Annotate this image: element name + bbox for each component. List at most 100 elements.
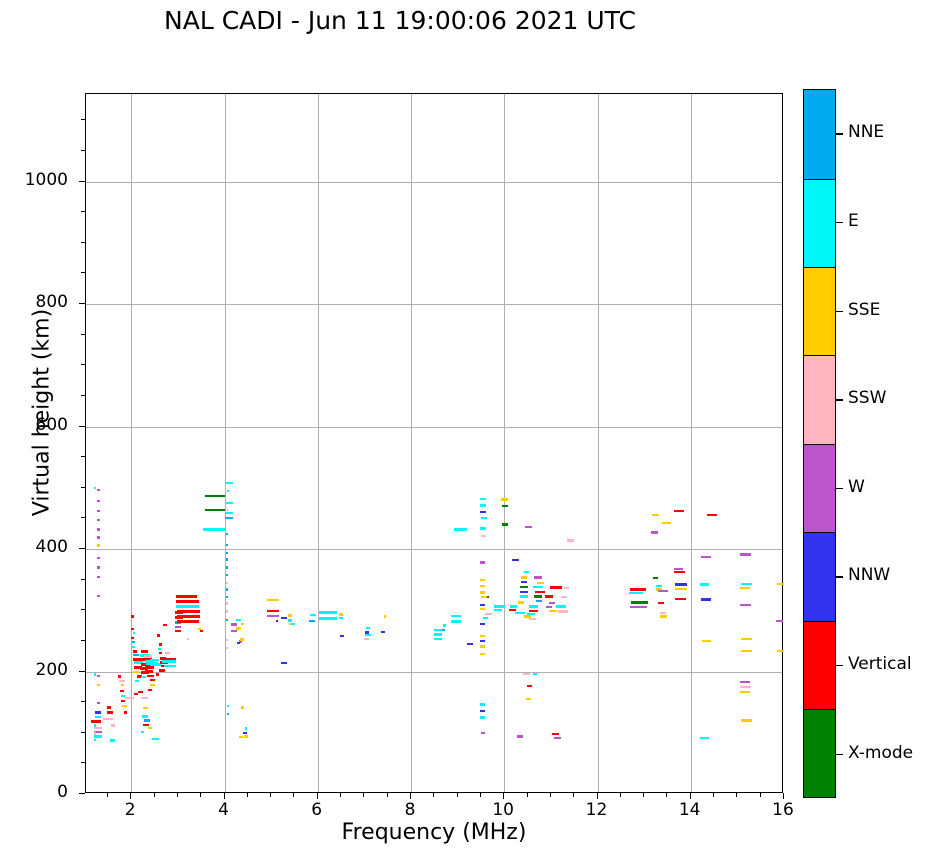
echo-point <box>236 618 241 622</box>
echo-point <box>673 509 684 513</box>
echo-point <box>534 590 545 594</box>
echo-point <box>243 735 249 738</box>
echo-point <box>535 599 542 603</box>
echo-point <box>226 551 229 554</box>
x-tick-label: 8 <box>404 800 416 820</box>
echo-point <box>453 528 467 531</box>
gridline-vertical <box>504 94 506 792</box>
gridline-horizontal <box>86 671 782 673</box>
echo-point <box>675 583 688 586</box>
echo-point <box>267 614 279 618</box>
echo-point <box>227 489 230 492</box>
colorbar-tick <box>836 487 843 490</box>
echo-point <box>509 609 516 612</box>
echo-point <box>510 605 517 608</box>
echo-point <box>117 675 121 678</box>
echo-point <box>558 610 568 613</box>
echo-point <box>124 711 128 714</box>
y-tick-major <box>79 793 85 794</box>
echo-point <box>739 586 750 589</box>
echo-point <box>629 588 646 591</box>
echo-point <box>147 726 153 729</box>
x-tick-major <box>316 793 318 799</box>
echo-point <box>524 525 533 529</box>
echo-point <box>480 607 486 611</box>
echo-point <box>130 636 134 639</box>
echo-point <box>548 601 555 605</box>
x-tick-minor <box>176 793 178 797</box>
echo-point <box>140 675 147 679</box>
echo-point <box>520 575 528 579</box>
echo-point <box>281 661 287 665</box>
echo-point <box>515 611 525 614</box>
echo-point <box>479 510 486 513</box>
echo-point <box>524 615 531 618</box>
echo-point <box>149 678 156 682</box>
echo-point <box>97 556 100 559</box>
echo-point <box>528 609 538 613</box>
echo-point <box>97 674 100 677</box>
echo-point <box>267 598 279 602</box>
echo-point <box>777 582 784 586</box>
x-tick-minor <box>433 793 435 797</box>
colorbar-segment-nnw <box>804 532 835 621</box>
grid-lines <box>86 94 782 792</box>
echo-point <box>700 583 710 586</box>
echo-point <box>119 679 125 682</box>
echo-point <box>707 513 718 516</box>
colorbar-segment-e <box>804 178 835 268</box>
y-tick-minor <box>81 333 85 335</box>
echo-point <box>656 584 662 587</box>
echo-point <box>205 494 225 497</box>
echo-point <box>659 612 666 615</box>
echo-point <box>175 605 199 609</box>
colorbar-tick <box>836 133 843 135</box>
echo-point <box>450 620 461 623</box>
echo-point <box>143 655 153 659</box>
y-tick-label: 0 <box>57 782 68 802</box>
echo-point <box>238 640 242 643</box>
colorbar-tick <box>836 753 843 756</box>
echo-point <box>777 649 784 652</box>
x-tick-major <box>410 793 411 799</box>
echo-point <box>150 658 159 662</box>
echo-point <box>700 597 711 601</box>
echo-point <box>156 634 160 637</box>
echo-point <box>164 664 177 668</box>
echo-point <box>287 613 292 617</box>
plot-title: NAL CADI - Jun 11 19:00:06 2021 UTC <box>164 6 636 35</box>
colorbar-label-vertical: Vertical <box>848 654 912 675</box>
echo-point <box>93 726 102 730</box>
echo-point <box>140 650 149 653</box>
y-tick-major <box>79 303 85 305</box>
echo-point <box>701 639 712 643</box>
echo-point <box>132 641 135 644</box>
echo-point <box>226 532 229 535</box>
echo-point <box>226 543 229 546</box>
x-axis-title: Frequency (MHz) <box>341 820 527 845</box>
x-tick-minor <box>526 793 528 797</box>
echo-point <box>132 645 135 649</box>
echo-point <box>502 505 508 508</box>
gridline-horizontal <box>86 549 782 550</box>
colorbar-tick <box>836 576 843 578</box>
y-tick-major <box>79 180 85 182</box>
colorbar-tick <box>836 665 843 667</box>
echo-point <box>281 616 287 619</box>
echo-point <box>226 595 229 598</box>
echo-point <box>556 605 567 609</box>
echo-point <box>150 683 155 687</box>
echo-point <box>97 575 100 578</box>
echo-point <box>561 595 567 598</box>
echo-point <box>93 724 97 727</box>
echo-point <box>481 595 488 599</box>
y-tick-minor <box>81 762 85 764</box>
echo-point <box>741 637 753 641</box>
echo-point <box>741 582 753 586</box>
echo-point <box>143 723 149 727</box>
echo-point <box>106 706 112 709</box>
echo-point <box>652 513 659 516</box>
colorbar-tick <box>836 399 843 401</box>
echo-point <box>656 588 662 591</box>
echo-point <box>739 680 750 684</box>
